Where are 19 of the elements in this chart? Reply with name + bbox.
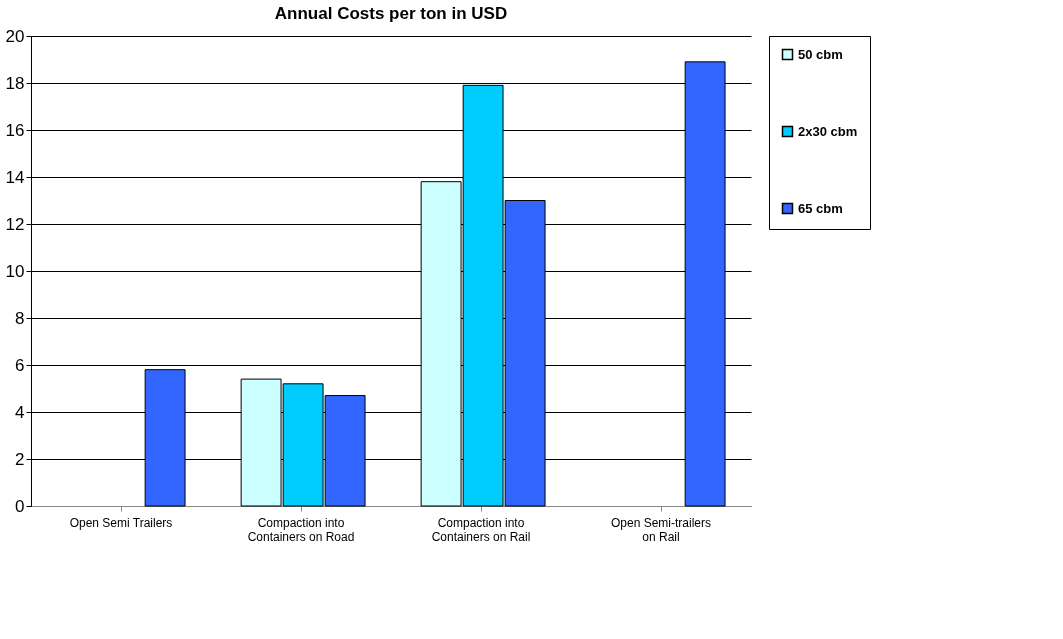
y-tick-label: 6 <box>15 355 25 375</box>
x-tick-label: Compaction into Containers on Road <box>247 515 355 544</box>
x-tick-label: Open Semi Trailers <box>69 515 173 530</box>
y-tick-label: 14 <box>5 167 25 187</box>
legend-label: 65 cbm <box>798 200 843 216</box>
x-tick-label: Compaction into Containers on Rail <box>431 515 531 544</box>
legend-label: 50 cbm <box>798 46 843 62</box>
chart-title: Annual Costs per ton in USD <box>274 4 508 23</box>
y-tick-label: 8 <box>15 308 25 328</box>
legend-label: 2x30 cbm <box>798 123 858 139</box>
y-tick-label: 10 <box>5 261 25 281</box>
y-tick-label: 2 <box>15 449 25 469</box>
y-tick-label: 20 <box>5 26 25 46</box>
y-tick-label: 18 <box>5 73 25 93</box>
y-tick-label: 4 <box>15 402 25 422</box>
y-tick-label: 0 <box>15 496 25 516</box>
x-tick-label: Open Semi-trailers on Rail <box>610 515 712 544</box>
y-tick-label: 12 <box>5 214 25 234</box>
y-tick-label: 16 <box>5 120 25 140</box>
